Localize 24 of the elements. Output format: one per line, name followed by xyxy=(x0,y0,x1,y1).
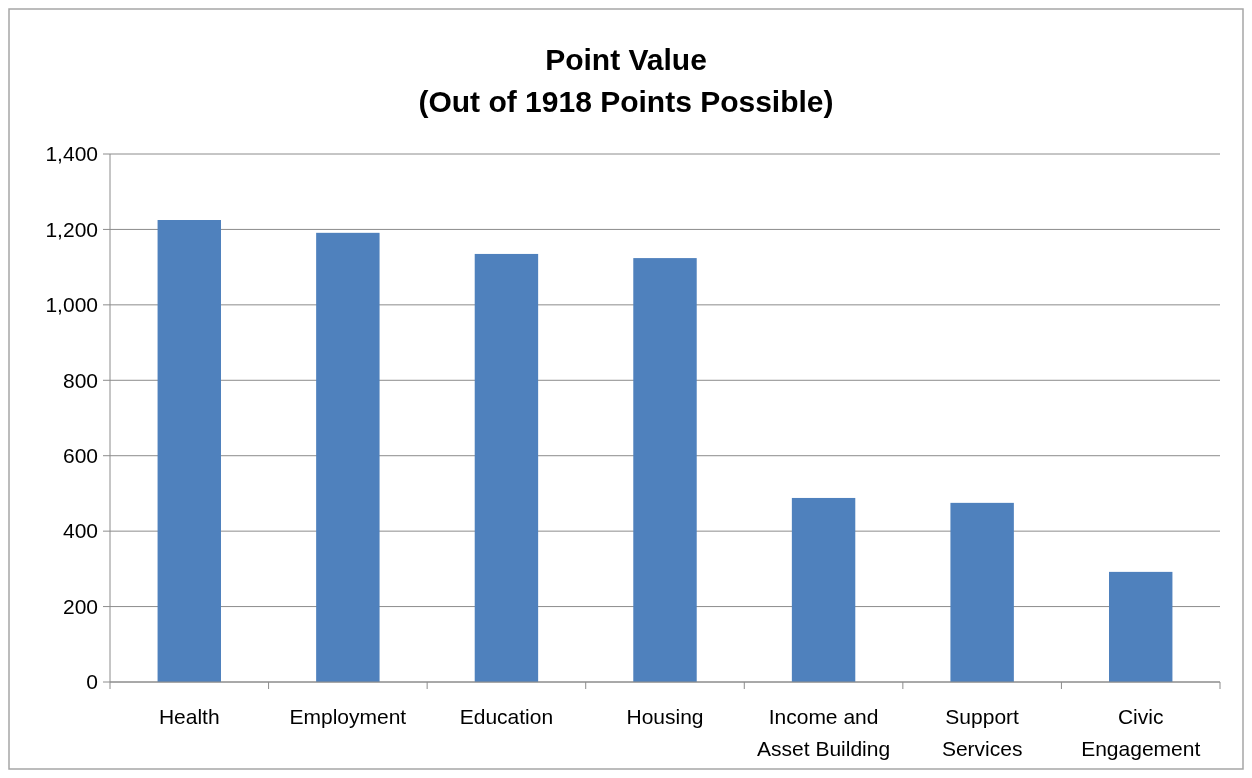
x-tick-label: Housing xyxy=(626,705,704,728)
y-tick-label: 600 xyxy=(62,444,98,468)
y-tick-label: 1,400 xyxy=(45,142,98,166)
bar xyxy=(316,232,380,682)
bar xyxy=(791,497,856,682)
y-tick-label: 1,000 xyxy=(45,293,98,317)
y-tick-label: 200 xyxy=(62,594,98,618)
bar xyxy=(1109,571,1173,682)
y-tick-label: 800 xyxy=(62,368,98,392)
x-tick-label: Civic Engagement xyxy=(1081,705,1201,760)
x-tick-label: Education xyxy=(459,705,554,728)
bar xyxy=(157,220,221,682)
y-tick-label: 0 xyxy=(86,670,98,694)
bar xyxy=(474,253,539,682)
chart-title: Point Value xyxy=(545,43,707,76)
bar xyxy=(633,258,697,682)
x-tick-label: Health xyxy=(158,705,220,728)
y-tick-label: 1,200 xyxy=(45,217,98,241)
x-tick-label: Employment xyxy=(289,705,407,728)
bar xyxy=(950,502,1014,682)
x-tick-label: Income and Asset Building xyxy=(757,705,891,760)
x-tick-label: Support Services xyxy=(941,705,1023,760)
y-tick-label: 400 xyxy=(62,519,98,543)
chart-subtitle: (Out of 1918 Points Possible) xyxy=(418,85,834,118)
